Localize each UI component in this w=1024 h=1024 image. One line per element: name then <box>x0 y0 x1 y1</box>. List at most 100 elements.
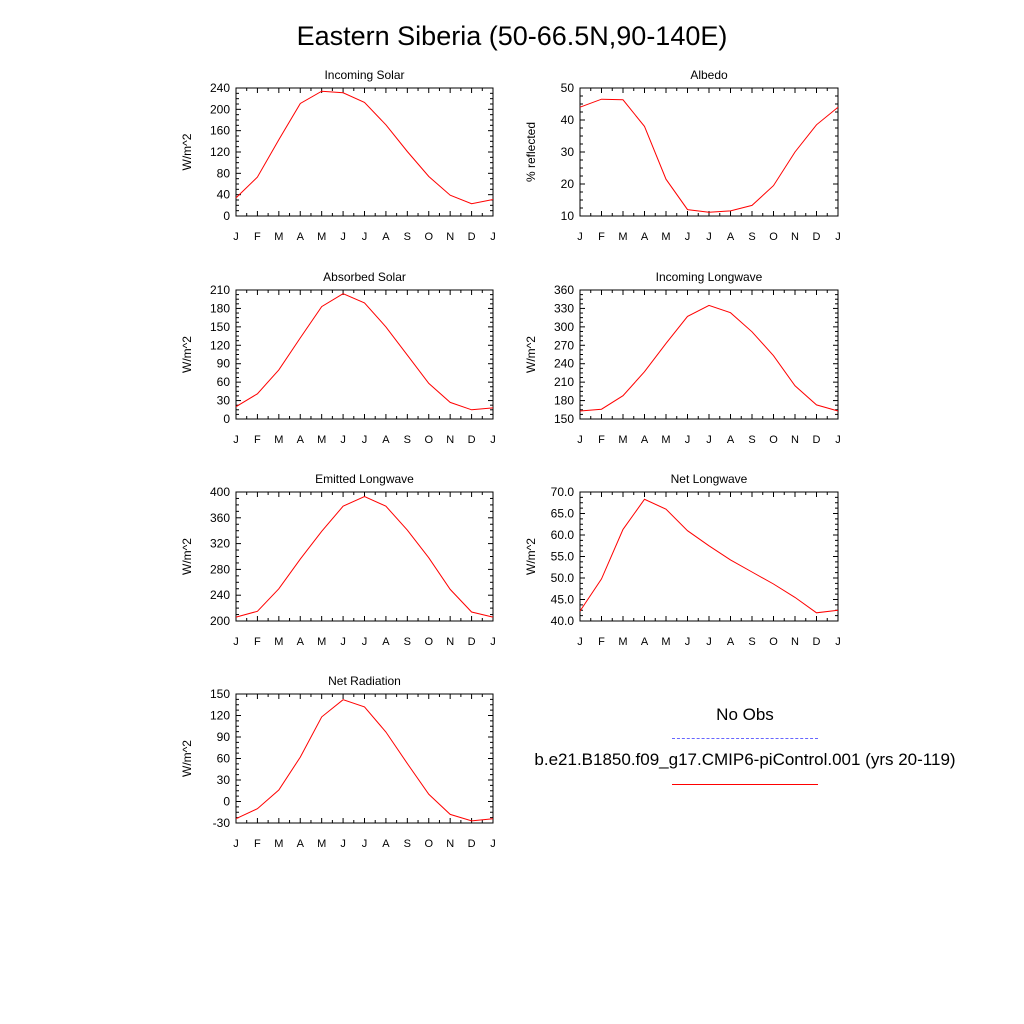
x-tick-label-2-5: J <box>340 434 346 446</box>
y-tick-label-2-3: 90 <box>217 357 231 371</box>
y-tick-label-3-4: 270 <box>554 338 574 352</box>
y-tick-label-6-5: 120 <box>210 709 230 723</box>
x-tick-label-4-5: J <box>340 636 346 648</box>
x-tick-label-3-3: A <box>641 434 649 446</box>
plot-ylabel-0: W/m^2 <box>180 133 194 170</box>
x-tick-label-3-0: J <box>577 434 583 446</box>
y-tick-label-5-0: 40.0 <box>551 614 575 628</box>
plot-title-5: Net Longwave <box>671 472 748 486</box>
plot-frame-5 <box>579 491 839 622</box>
y-tick-label-0-4: 160 <box>210 124 230 138</box>
x-tick-label-3-8: S <box>748 434 755 446</box>
x-tick-label-4-1: F <box>254 636 261 648</box>
x-tick-label-3-4: M <box>661 434 670 446</box>
series-line-0-0 <box>235 90 494 205</box>
x-tick-label-1-12: J <box>835 231 841 243</box>
x-tick-label-0-12: J <box>490 231 496 243</box>
x-tick-label-0-5: J <box>340 231 346 243</box>
legend-model-label: b.e21.B1850.f09_g17.CMIP6-piControl.001 … <box>534 750 956 769</box>
x-tick-label-1-7: A <box>727 231 735 243</box>
y-tick-label-1-0: 10 <box>561 209 575 223</box>
y-tick-label-2-7: 210 <box>210 283 230 297</box>
x-tick-label-1-0: J <box>577 231 583 243</box>
y-tick-label-4-4: 360 <box>210 511 230 525</box>
x-tick-label-5-12: J <box>835 636 841 648</box>
x-tick-label-6-6: J <box>362 838 368 850</box>
figure-title: Eastern Siberia (50-66.5N,90-140E) <box>296 21 728 51</box>
x-tick-label-6-0: J <box>233 838 239 850</box>
x-tick-label-2-7: A <box>382 434 390 446</box>
x-tick-label-2-8: S <box>404 434 411 446</box>
y-tick-label-0-2: 80 <box>217 166 231 180</box>
legend-obs-line <box>672 738 818 739</box>
x-tick-label-0-7: A <box>382 231 390 243</box>
y-tick-label-0-0: 0 <box>223 209 230 223</box>
x-tick-label-1-4: M <box>661 231 670 243</box>
x-tick-label-4-7: A <box>382 636 390 648</box>
plot-frame-2 <box>235 289 494 420</box>
y-tick-label-2-1: 30 <box>217 394 231 408</box>
x-tick-label-3-12: J <box>835 434 841 446</box>
y-tick-label-1-3: 40 <box>561 113 575 127</box>
y-tick-label-5-1: 45.0 <box>551 593 575 607</box>
y-tick-label-2-5: 150 <box>210 320 230 334</box>
plot-ylabel-4: W/m^2 <box>180 538 194 575</box>
x-tick-label-1-1: F <box>598 231 605 243</box>
x-tick-label-3-11: D <box>813 434 821 446</box>
x-tick-label-1-3: A <box>641 231 649 243</box>
x-tick-label-5-0: J <box>577 636 583 648</box>
x-tick-label-5-7: A <box>727 636 735 648</box>
y-tick-label-5-2: 50.0 <box>551 571 575 585</box>
x-tick-label-4-10: N <box>446 636 454 648</box>
y-tick-label-6-3: 60 <box>217 752 231 766</box>
series-line-3-0 <box>579 304 839 412</box>
plot-ylabel-3: W/m^2 <box>524 336 538 373</box>
x-tick-label-3-9: O <box>769 434 778 446</box>
x-tick-label-4-12: J <box>490 636 496 648</box>
x-tick-label-2-1: F <box>254 434 261 446</box>
y-tick-label-1-2: 30 <box>561 145 575 159</box>
x-tick-label-5-8: S <box>748 636 755 648</box>
x-tick-label-5-5: J <box>685 636 691 648</box>
x-tick-label-1-8: S <box>748 231 755 243</box>
x-tick-label-0-8: S <box>404 231 411 243</box>
x-tick-label-0-1: F <box>254 231 261 243</box>
x-tick-label-1-11: D <box>813 231 821 243</box>
x-tick-label-1-6: J <box>706 231 712 243</box>
y-tick-label-4-2: 280 <box>210 562 230 576</box>
series-line-1-0 <box>579 98 839 213</box>
x-tick-label-6-5: J <box>340 838 346 850</box>
y-tick-label-3-7: 360 <box>554 283 574 297</box>
x-tick-label-2-10: N <box>446 434 454 446</box>
x-tick-label-2-9: O <box>424 434 433 446</box>
x-tick-label-1-2: M <box>618 231 627 243</box>
series-line-2-0 <box>235 293 494 411</box>
x-tick-label-2-12: J <box>490 434 496 446</box>
x-tick-label-5-4: M <box>661 636 670 648</box>
y-tick-label-2-6: 180 <box>210 301 230 315</box>
x-tick-label-5-2: M <box>618 636 627 648</box>
plot-frame-4 <box>235 491 494 622</box>
x-tick-label-1-5: J <box>685 231 691 243</box>
y-tick-label-3-5: 300 <box>554 320 574 334</box>
x-tick-label-3-10: N <box>791 434 799 446</box>
y-tick-label-6-1: 0 <box>223 795 230 809</box>
x-tick-label-1-10: N <box>791 231 799 243</box>
y-tick-label-0-5: 200 <box>210 102 230 116</box>
y-tick-label-0-3: 120 <box>210 145 230 159</box>
y-tick-label-2-0: 0 <box>223 412 230 426</box>
y-tick-label-3-6: 330 <box>554 301 574 315</box>
x-tick-label-2-4: M <box>317 434 326 446</box>
x-tick-label-6-11: D <box>468 838 476 850</box>
x-tick-label-4-6: J <box>362 636 368 648</box>
y-tick-label-4-5: 400 <box>210 485 230 499</box>
x-tick-label-2-6: J <box>362 434 368 446</box>
y-tick-label-5-3: 55.0 <box>551 550 575 564</box>
x-tick-label-0-3: A <box>297 231 305 243</box>
x-tick-label-6-9: O <box>424 838 433 850</box>
x-tick-label-3-5: J <box>685 434 691 446</box>
x-tick-label-5-10: N <box>791 636 799 648</box>
x-tick-label-3-2: M <box>618 434 627 446</box>
x-tick-label-1-9: O <box>769 231 778 243</box>
